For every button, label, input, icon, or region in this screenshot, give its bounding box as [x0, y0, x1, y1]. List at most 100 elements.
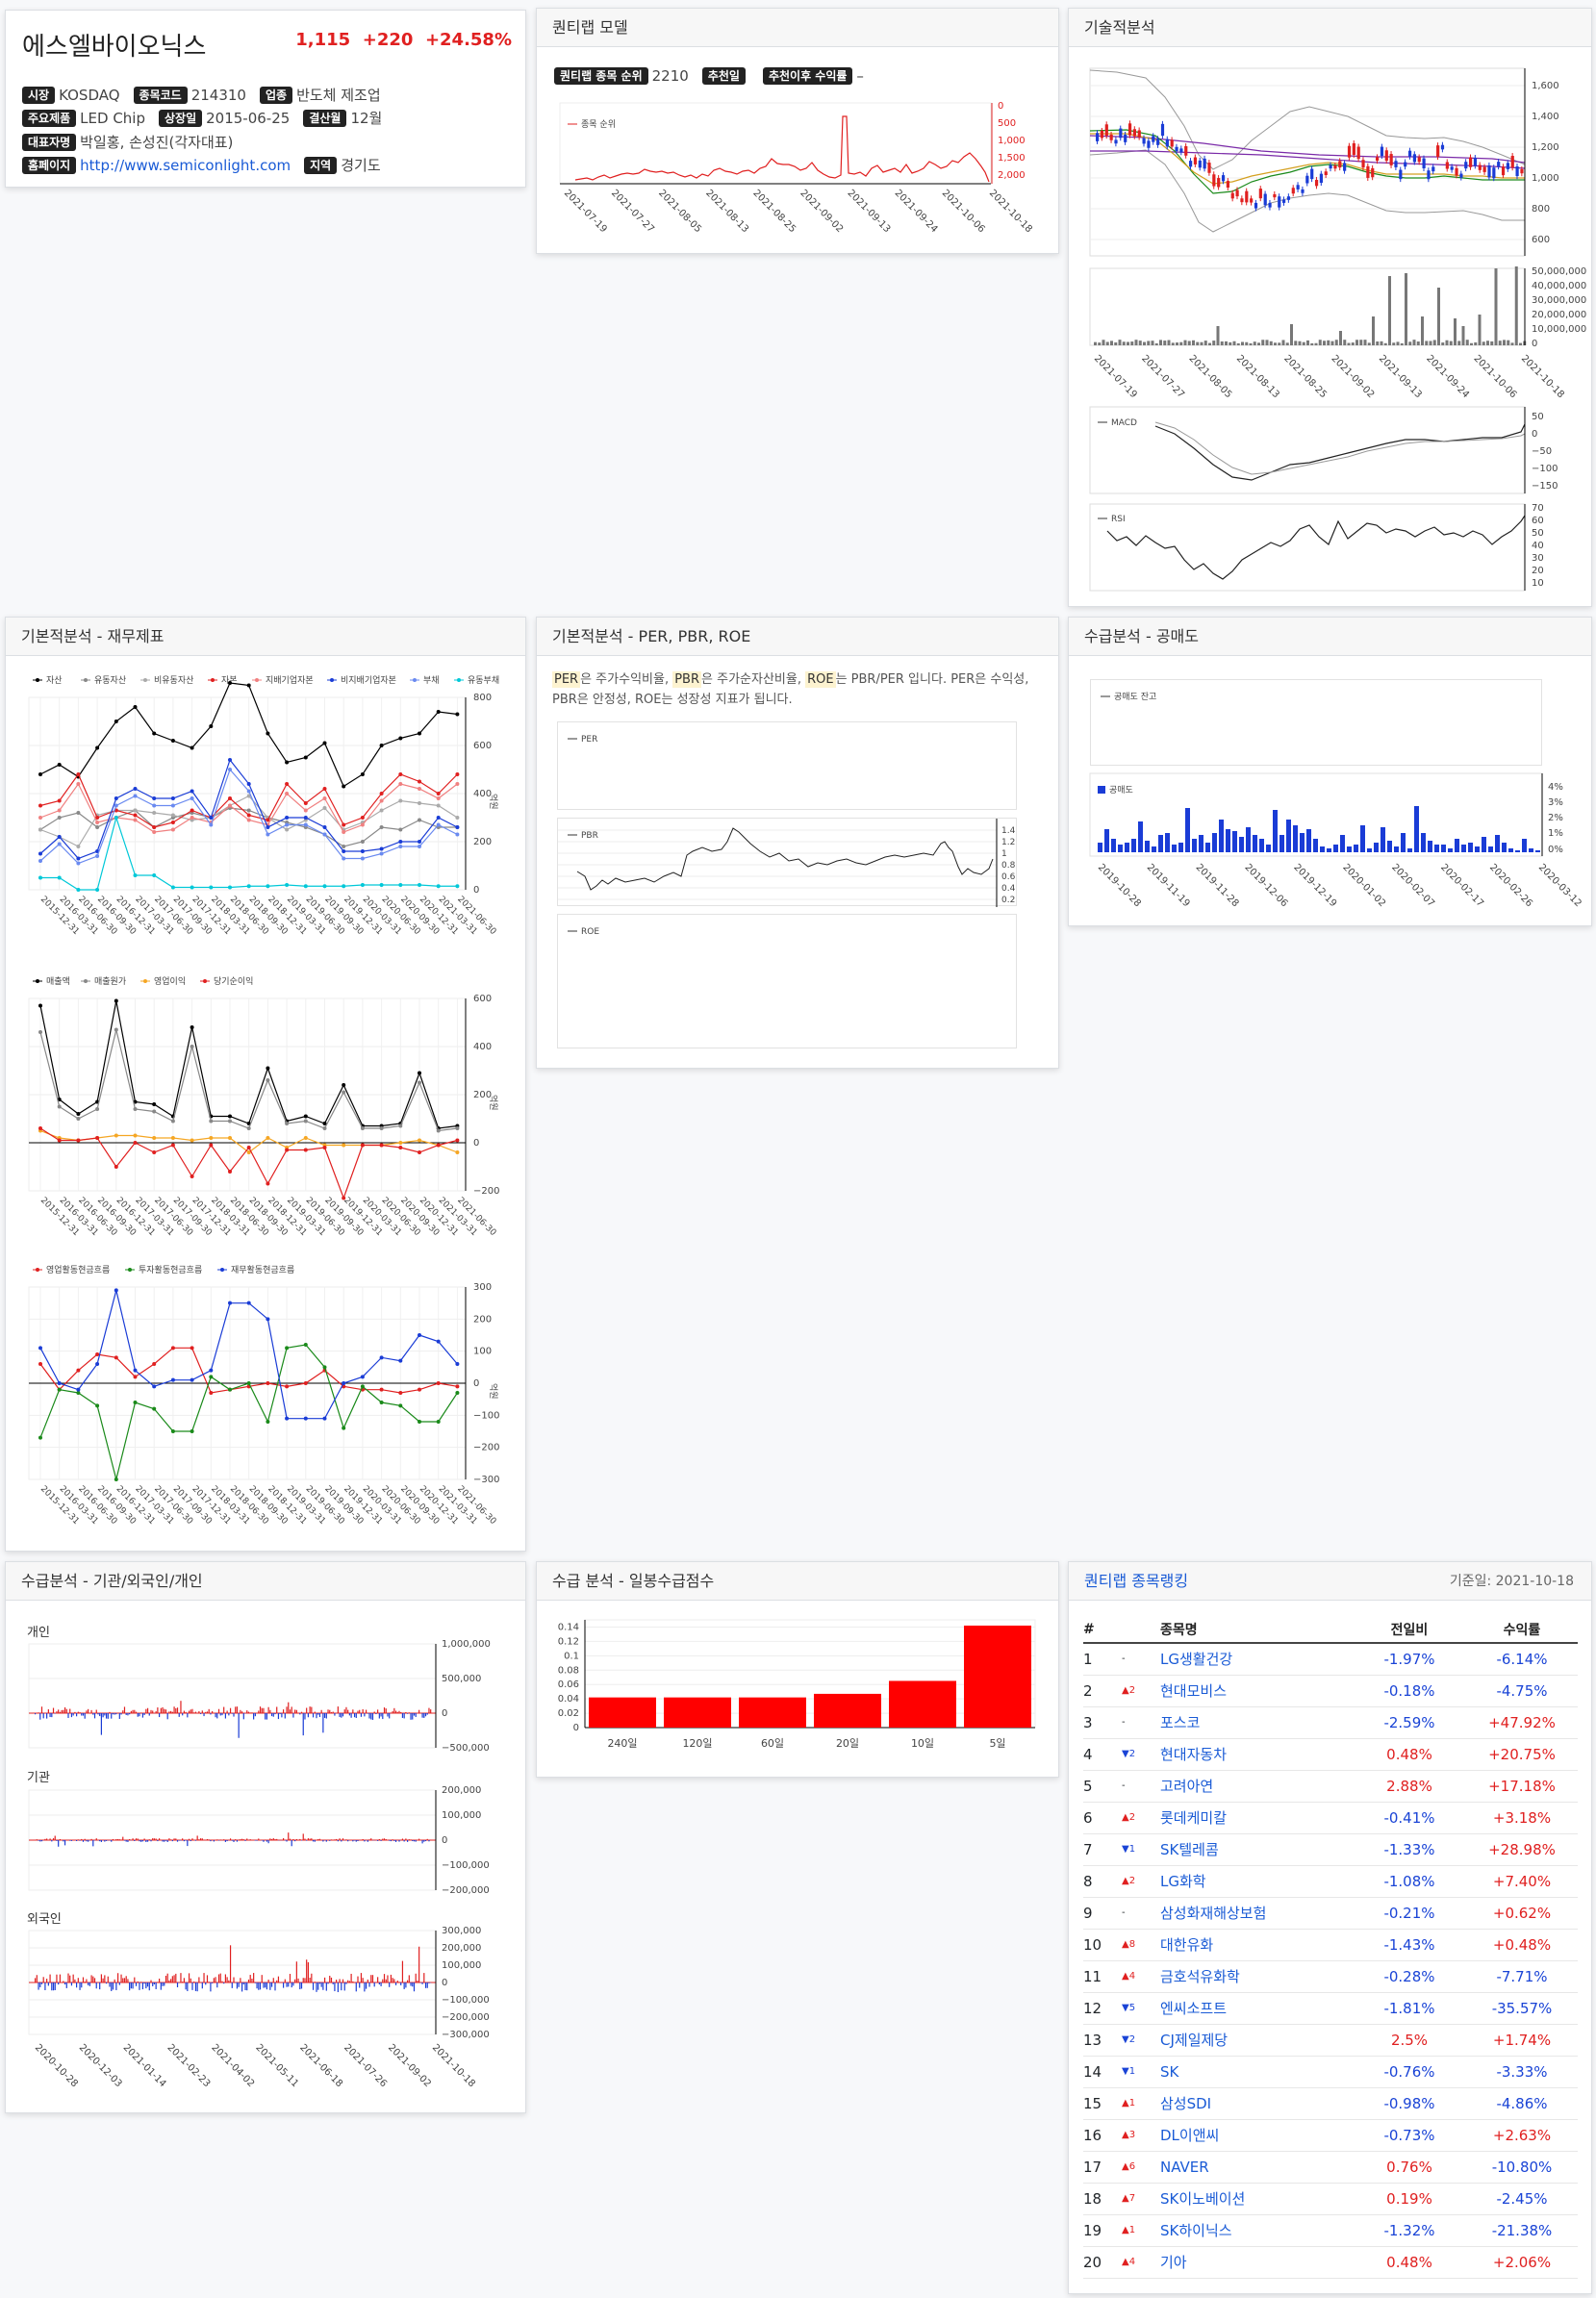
rank-stock-link[interactable]: 금호석유화학	[1160, 1960, 1353, 1993]
rank-stock-link[interactable]: SK텔레콤	[1160, 1833, 1353, 1866]
flow-bar	[47, 1982, 49, 1986]
flow-bar	[366, 1982, 367, 1989]
rank-stock-link[interactable]: SK하이닉스	[1160, 2214, 1353, 2247]
x-tick-label: 2021-08-05	[1187, 353, 1234, 400]
rank-stock-link[interactable]: 엔씨소프트	[1160, 1992, 1353, 2025]
short-bar	[1529, 848, 1533, 852]
flow-bar	[79, 1712, 81, 1713]
flow-bar	[339, 1838, 341, 1840]
rank-move: ▲6	[1122, 2151, 1160, 2184]
flow-bar	[330, 1711, 333, 1713]
short-bar	[1488, 846, 1493, 852]
flow-bar	[93, 1713, 96, 1719]
ranking-row[interactable]: 4 ▼2 현대자동차 0.48% +20.75%	[1083, 1738, 1578, 1771]
volume-bar	[1134, 340, 1138, 345]
flow-bar	[362, 1838, 364, 1840]
ranking-row[interactable]: 15 ▲1 삼성SDI -0.98% -4.86%	[1083, 2087, 1578, 2120]
flow-bar	[51, 1982, 53, 1991]
rank-stock-link[interactable]: 롯데케미칼	[1160, 1802, 1353, 1834]
rank-stock-link[interactable]: LG생활건강	[1160, 1643, 1353, 1676]
y-tick: 0.1	[564, 1651, 579, 1661]
flow-bar	[383, 1707, 386, 1713]
rsi-tick-5: 20	[1532, 566, 1544, 576]
candle	[1305, 175, 1309, 184]
flow-bar	[185, 1840, 187, 1841]
ranking-row[interactable]: 2 ▲2 현대모비스 -0.18% -4.75%	[1083, 1675, 1578, 1707]
rank-return: +28.98%	[1466, 1833, 1578, 1866]
rank-stock-link[interactable]: DL이앤씨	[1160, 2119, 1353, 2152]
volume-bar	[1285, 342, 1289, 345]
flow-bar	[370, 1713, 372, 1720]
homepage-link[interactable]: http://www.semiconlight.com	[80, 157, 291, 174]
candle	[1445, 162, 1449, 169]
candle	[1160, 123, 1165, 137]
flow-bar	[270, 1713, 273, 1717]
price-tick-2: 1,200	[1532, 142, 1559, 153]
flow-bar	[413, 1982, 416, 1992]
flow-bar	[242, 1713, 244, 1720]
rank-stock-link[interactable]: SK이노베이션	[1160, 2183, 1353, 2215]
ranking-row[interactable]: 14 ▼1 SK -0.76% -3.33%	[1083, 2056, 1578, 2088]
volume-bar	[1327, 340, 1330, 345]
ranking-row[interactable]: 18 ▲7 SK이노베이션 0.19% -2.45%	[1083, 2183, 1578, 2215]
rank-stock-link[interactable]: 삼성화재해상보험	[1160, 1897, 1353, 1930]
rank-stock-link[interactable]: 현대자동차	[1160, 1738, 1353, 1771]
ranking-row[interactable]: 11 ▲4 금호석유화학 -0.28% -7.71%	[1083, 1960, 1578, 1993]
x-tick-label: 2019-10-28	[1096, 862, 1143, 909]
flow-bar	[249, 1975, 251, 1982]
rank-stock-link[interactable]: 고려아연	[1160, 1770, 1353, 1803]
rank-stock-link[interactable]: 대한유화	[1160, 1929, 1353, 1961]
ranking-row[interactable]: 20 ▲4 기아 0.48% +2.06%	[1083, 2246, 1578, 2279]
rank-stock-link[interactable]: CJ제일제당	[1160, 2024, 1353, 2057]
flow-bar	[176, 1840, 179, 1842]
flow-bar	[165, 1975, 167, 1982]
short-bar	[1152, 846, 1156, 852]
volume-bar	[1151, 341, 1154, 345]
flow-bar	[63, 1706, 66, 1713]
ranking-row[interactable]: 7 ▼1 SK텔레콤 -1.33% +28.98%	[1083, 1833, 1578, 1866]
ranking-row[interactable]: 17 ▲6 NAVER 0.76% -10.80%	[1083, 2151, 1578, 2184]
x-tick-label: 2021-09-13	[1377, 353, 1424, 400]
rank-stock-link[interactable]: SK	[1160, 2056, 1353, 2088]
rank-stock-link[interactable]: 포스코	[1160, 1706, 1353, 1739]
ranking-row[interactable]: 3- 포스코 -2.59% +47.92%	[1083, 1706, 1578, 1739]
volume-bar	[1245, 341, 1249, 345]
candle	[1314, 179, 1319, 187]
flow-bar	[410, 1839, 412, 1840]
rank-stock-link[interactable]: LG화학	[1160, 1865, 1353, 1898]
y-tick: 800	[473, 693, 492, 703]
flow-bar	[385, 1708, 387, 1713]
rsi-tick-4: 30	[1532, 553, 1544, 564]
ranking-row[interactable]: 12 ▼5 엔씨소프트 -1.81% -35.57%	[1083, 1992, 1578, 2025]
volume-bar	[1196, 341, 1200, 345]
ranking-row[interactable]: 6 ▲2 롯데케미칼 -0.41% +3.18%	[1083, 1802, 1578, 1834]
rank-stock-link[interactable]: 기아	[1160, 2246, 1353, 2279]
stock-price: 1,115 +220 +24.58%	[295, 30, 512, 50]
legend-item: 당기순이익	[200, 975, 253, 987]
candle	[1296, 185, 1300, 189]
flow-bar	[334, 1713, 336, 1716]
short-tick-0: 4%	[1548, 782, 1563, 793]
rank-stock-link[interactable]: NAVER	[1160, 2151, 1353, 2184]
ranking-row[interactable]: 10 ▲8 대한유화 -1.43% +0.48%	[1083, 1929, 1578, 1961]
rank-stock-link[interactable]: 현대모비스	[1160, 1675, 1353, 1707]
flow-bar	[415, 1840, 417, 1842]
ranking-row[interactable]: 13 ▼2 CJ제일제당 2.5% +1.74%	[1083, 2024, 1578, 2057]
flow-bar	[342, 1838, 344, 1840]
flow-bar	[377, 1840, 379, 1841]
rank-number: 20	[1083, 2246, 1122, 2279]
flow-bar	[223, 1706, 225, 1713]
flow-bar	[104, 1713, 106, 1716]
flow-bar	[327, 1709, 329, 1713]
flow-bar	[390, 1840, 392, 1842]
rank-stock-link[interactable]: 삼성SDI	[1160, 2087, 1353, 2120]
flow-bar	[193, 1712, 195, 1713]
volume-bar	[1281, 340, 1285, 345]
ranking-row[interactable]: 1- LG생활건강 -1.97% -6.14%	[1083, 1643, 1578, 1676]
flow-bar	[387, 1975, 389, 1982]
ranking-row[interactable]: 5- 고려아연 2.88% +17.18%	[1083, 1770, 1578, 1803]
ranking-row[interactable]: 9- 삼성화재해상보험 -0.21% +0.62%	[1083, 1897, 1578, 1930]
ranking-row[interactable]: 19 ▲1 SK하이닉스 -1.32% -21.38%	[1083, 2214, 1578, 2247]
ranking-row[interactable]: 16 ▲3 DL이앤씨 -0.73% +2.63%	[1083, 2119, 1578, 2152]
ranking-row[interactable]: 8 ▲2 LG화학 -1.08% +7.40%	[1083, 1865, 1578, 1898]
